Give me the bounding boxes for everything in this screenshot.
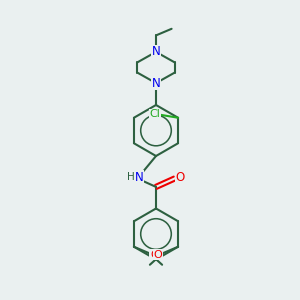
Text: Cl: Cl [149, 109, 160, 119]
Text: N: N [134, 171, 143, 184]
Text: H: H [127, 172, 135, 182]
Text: N: N [152, 76, 160, 90]
Text: O: O [153, 250, 162, 260]
Text: O: O [176, 171, 184, 184]
Text: O: O [150, 250, 159, 260]
Text: N: N [152, 45, 160, 58]
